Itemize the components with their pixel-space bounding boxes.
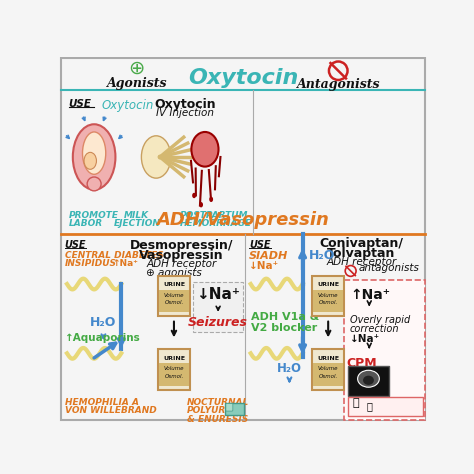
Ellipse shape bbox=[191, 132, 219, 166]
FancyBboxPatch shape bbox=[193, 283, 243, 332]
Text: Volume: Volume bbox=[318, 366, 338, 371]
Text: 🔒: 🔒 bbox=[366, 401, 372, 410]
Ellipse shape bbox=[209, 197, 213, 202]
Text: Volume: Volume bbox=[164, 293, 184, 298]
FancyBboxPatch shape bbox=[159, 364, 189, 385]
Text: VON WILLEBRAND: VON WILLEBRAND bbox=[64, 407, 156, 415]
Text: Vasopressin: Vasopressin bbox=[139, 248, 224, 262]
FancyBboxPatch shape bbox=[225, 402, 244, 415]
Text: ↓Na⁺: ↓Na⁺ bbox=[249, 261, 279, 271]
Text: NOCTURNAL: NOCTURNAL bbox=[187, 398, 249, 407]
Text: Agonists: Agonists bbox=[107, 77, 167, 91]
Text: ↓Na⁺: ↓Na⁺ bbox=[196, 287, 240, 301]
Text: Oxytocin: Oxytocin bbox=[101, 99, 154, 112]
Ellipse shape bbox=[87, 177, 101, 191]
Text: ⊕ agonists: ⊕ agonists bbox=[146, 268, 202, 278]
Ellipse shape bbox=[84, 152, 96, 169]
Ellipse shape bbox=[141, 136, 171, 178]
Text: ADH V1a &: ADH V1a & bbox=[251, 312, 319, 322]
Text: Volume: Volume bbox=[164, 366, 184, 371]
Text: ADH receptor: ADH receptor bbox=[327, 257, 397, 267]
Text: LABOR: LABOR bbox=[69, 219, 103, 228]
FancyBboxPatch shape bbox=[313, 364, 343, 385]
Text: V2 blocker: V2 blocker bbox=[251, 323, 317, 333]
Text: antagonists: antagonists bbox=[358, 263, 419, 273]
Ellipse shape bbox=[199, 202, 203, 208]
Text: Tolvaptan: Tolvaptan bbox=[328, 247, 396, 260]
Text: URINE: URINE bbox=[163, 283, 185, 288]
Text: Oxytocin: Oxytocin bbox=[188, 68, 298, 89]
Text: Oxytocin: Oxytocin bbox=[154, 98, 216, 111]
Text: CPM: CPM bbox=[346, 357, 377, 370]
Text: ADH receptor: ADH receptor bbox=[146, 259, 217, 269]
Text: Conivaptan/: Conivaptan/ bbox=[319, 237, 403, 250]
FancyBboxPatch shape bbox=[345, 280, 425, 420]
Text: Osmol.: Osmol. bbox=[319, 301, 338, 305]
Text: PROMOTE: PROMOTE bbox=[69, 211, 118, 220]
Text: HEMOPHILIA A: HEMOPHILIA A bbox=[64, 398, 139, 407]
Text: H₂O: H₂O bbox=[277, 362, 302, 375]
FancyBboxPatch shape bbox=[159, 291, 189, 312]
Ellipse shape bbox=[73, 124, 116, 190]
Text: USE: USE bbox=[69, 99, 91, 109]
Ellipse shape bbox=[357, 370, 379, 387]
Text: URINE: URINE bbox=[317, 283, 339, 288]
Text: ↑Na⁺: ↑Na⁺ bbox=[113, 259, 138, 268]
Text: URINE: URINE bbox=[317, 356, 339, 361]
Text: ↓Na⁺: ↓Na⁺ bbox=[350, 334, 380, 344]
FancyBboxPatch shape bbox=[158, 349, 190, 390]
Text: & ENURESIS: & ENURESIS bbox=[187, 415, 248, 424]
Text: Desmopressin/: Desmopressin/ bbox=[130, 238, 234, 252]
FancyBboxPatch shape bbox=[312, 276, 345, 316]
Text: ADH/Vasopressin: ADH/Vasopressin bbox=[156, 210, 329, 228]
FancyBboxPatch shape bbox=[347, 365, 390, 396]
Text: IV Injection: IV Injection bbox=[156, 108, 214, 118]
Text: correction: correction bbox=[350, 324, 400, 334]
Text: H₂O: H₂O bbox=[309, 249, 335, 262]
Text: ↑Aquaporins: ↑Aquaporins bbox=[64, 333, 140, 343]
Text: Volume: Volume bbox=[318, 293, 338, 298]
Text: 🦴: 🦴 bbox=[353, 398, 359, 409]
Text: Overly rapid: Overly rapid bbox=[350, 315, 410, 325]
Text: POLYURIA: POLYURIA bbox=[187, 407, 237, 415]
FancyBboxPatch shape bbox=[313, 291, 343, 312]
FancyBboxPatch shape bbox=[226, 403, 233, 411]
Text: USE: USE bbox=[64, 240, 86, 250]
FancyBboxPatch shape bbox=[312, 349, 345, 390]
Text: INSIPIDUS: INSIPIDUS bbox=[64, 259, 117, 268]
Text: POSTPARTUM: POSTPARTUM bbox=[179, 211, 248, 220]
Text: ↑Na⁺: ↑Na⁺ bbox=[350, 288, 390, 302]
Text: H₂O: H₂O bbox=[90, 316, 117, 329]
FancyBboxPatch shape bbox=[61, 58, 425, 420]
Text: Osmol.: Osmol. bbox=[319, 374, 338, 379]
Text: URINE: URINE bbox=[163, 356, 185, 361]
Text: Osmol.: Osmol. bbox=[164, 374, 183, 379]
Text: SIADH: SIADH bbox=[249, 251, 288, 261]
Text: CENTRAL DIABETES: CENTRAL DIABETES bbox=[64, 251, 164, 260]
Text: MILK: MILK bbox=[124, 211, 149, 220]
Text: ⊕: ⊕ bbox=[128, 59, 145, 78]
FancyBboxPatch shape bbox=[347, 397, 423, 416]
Ellipse shape bbox=[363, 376, 374, 385]
Ellipse shape bbox=[192, 193, 196, 198]
Text: Antagonists: Antagonists bbox=[297, 78, 380, 91]
Text: USE: USE bbox=[249, 240, 271, 250]
FancyBboxPatch shape bbox=[158, 276, 190, 316]
Text: EJECTION: EJECTION bbox=[113, 219, 160, 228]
Text: Osmol.: Osmol. bbox=[164, 301, 183, 305]
Text: HEMORRHAGE: HEMORRHAGE bbox=[179, 219, 251, 228]
Ellipse shape bbox=[82, 132, 106, 174]
Text: Seizures: Seizures bbox=[188, 316, 248, 329]
